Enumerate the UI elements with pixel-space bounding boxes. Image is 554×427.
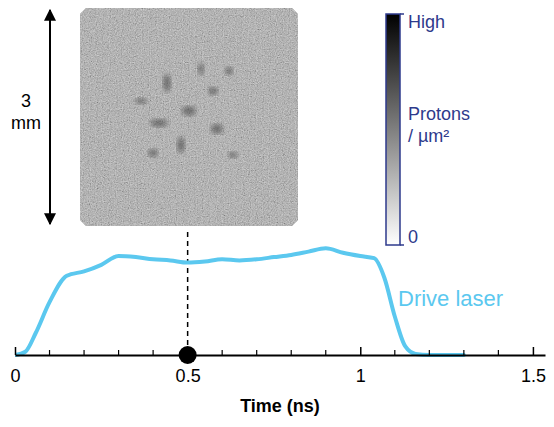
radiograph-feature — [148, 149, 158, 157]
x-minor-tick — [291, 350, 292, 355]
x-minor-tick — [429, 350, 430, 355]
figure: 3mm High 0 Protons/ µm² 0 0.5 1 1.5 Time (ns) Dri… — [0, 0, 554, 427]
x-axis: 0 0.5 1 1.5 — [10, 347, 545, 386]
x-minor-tick — [498, 350, 499, 355]
x-axis-line — [16, 355, 546, 357]
x-tick-label: 0 — [10, 366, 20, 386]
radiograph-feature — [228, 152, 238, 158]
scale-bar — [49, 10, 51, 224]
radiograph-feature — [177, 137, 185, 153]
scale-bar-label: 3mm — [11, 91, 41, 133]
x-minor-tick — [153, 350, 154, 355]
radiograph-feature — [208, 87, 218, 95]
colorbar-tick-label: High — [408, 12, 445, 32]
colorbar-tick — [400, 13, 404, 15]
x-tick: 0 — [10, 347, 20, 386]
x-tick-mark — [15, 347, 17, 355]
series-label: Drive laser — [398, 286, 503, 311]
radiograph-ground — [80, 8, 298, 226]
x-minor-tick — [256, 350, 257, 355]
radiograph-feature — [198, 63, 204, 75]
x-minor-tick — [83, 350, 84, 355]
x-tick: 1.5 — [521, 347, 546, 386]
radiograph-feature — [150, 119, 168, 127]
colorbar — [386, 14, 400, 245]
colorbar-tick-label: 0 — [408, 227, 418, 247]
x-minor-tick — [463, 350, 464, 355]
snapshot-line — [187, 232, 189, 355]
x-minor-tick — [49, 350, 50, 355]
x-minor-tick — [394, 350, 395, 355]
x-tick-mark — [360, 347, 362, 355]
x-tick: 1 — [356, 347, 366, 386]
radiograph — [80, 8, 298, 226]
x-tick-label: 1.5 — [521, 366, 546, 386]
radiograph-feature — [211, 124, 223, 134]
radiograph-feature — [182, 106, 196, 116]
drive-laser-line — [15, 248, 464, 355]
x-tick-label: 1 — [356, 366, 366, 386]
x-minor-tick — [222, 350, 223, 355]
radiograph-feature — [163, 74, 171, 92]
plot-area — [15, 248, 464, 355]
x-tick-label: 0.5 — [176, 366, 201, 386]
radiograph-noise — [80, 8, 298, 226]
radiograph-feature — [135, 98, 147, 104]
x-minor-tick — [325, 350, 326, 355]
x-axis-title: Time (ns) — [240, 396, 320, 416]
snapshot-dot — [179, 346, 197, 364]
radiograph-feature — [225, 67, 233, 75]
x-tick-mark — [533, 347, 535, 355]
x-tick: 0.5 — [176, 347, 201, 386]
colorbar-title: Protons/ µm² — [408, 104, 470, 147]
x-minor-tick — [118, 350, 119, 355]
colorbar-tick — [400, 244, 404, 246]
